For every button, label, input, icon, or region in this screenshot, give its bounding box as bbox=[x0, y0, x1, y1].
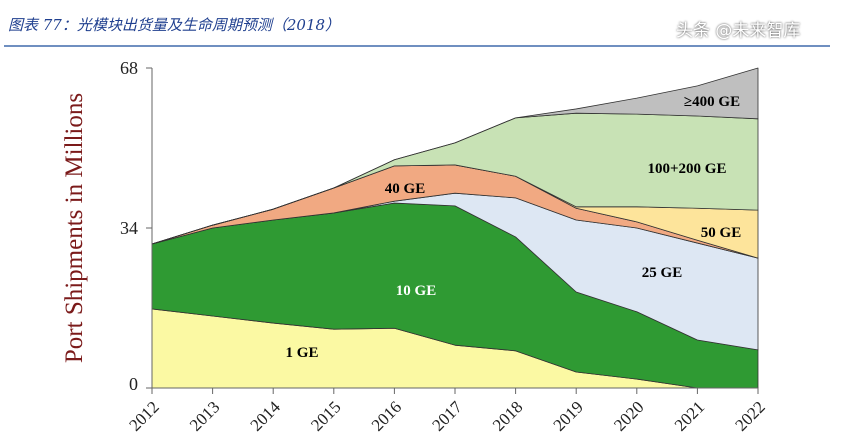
x-tick-label: 2018 bbox=[489, 397, 526, 434]
area--400-ge bbox=[151, 67, 759, 245]
area-label: 1 GE bbox=[286, 345, 319, 361]
y-tick-label: 0 bbox=[129, 374, 138, 394]
x-tick-label: 2016 bbox=[368, 397, 405, 434]
x-tick-label: 2017 bbox=[428, 397, 466, 435]
title-divider bbox=[4, 45, 830, 47]
area-label: 10 GE bbox=[396, 283, 436, 299]
x-tick-label: 2014 bbox=[247, 397, 285, 435]
x-tick-label: 2019 bbox=[550, 397, 587, 434]
x-tick-label: 2012 bbox=[125, 397, 162, 434]
area-label: ≥400 GE bbox=[684, 94, 740, 110]
y-tick-label: 68 bbox=[120, 58, 138, 78]
watermark: 头条 @未来智库 bbox=[676, 21, 801, 41]
area-label: 25 GE bbox=[642, 265, 682, 281]
chart-title: 图表 77：光模块出货量及生命周期预测（2018） bbox=[8, 16, 341, 34]
x-tick-label: 2022 bbox=[731, 397, 768, 434]
y-axis-label: Port Shipments in Millions bbox=[61, 93, 88, 363]
x-tick-label: 2015 bbox=[307, 397, 344, 434]
area-label: 100+200 GE bbox=[648, 161, 727, 177]
x-tick-label: 2020 bbox=[610, 397, 647, 434]
area-label: 40 GE bbox=[385, 181, 425, 197]
x-tick-label: 2013 bbox=[186, 397, 223, 434]
y-tick-label: 34 bbox=[120, 218, 138, 238]
area-label: 50 GE bbox=[701, 225, 741, 241]
x-tick-label: 2021 bbox=[671, 397, 708, 434]
